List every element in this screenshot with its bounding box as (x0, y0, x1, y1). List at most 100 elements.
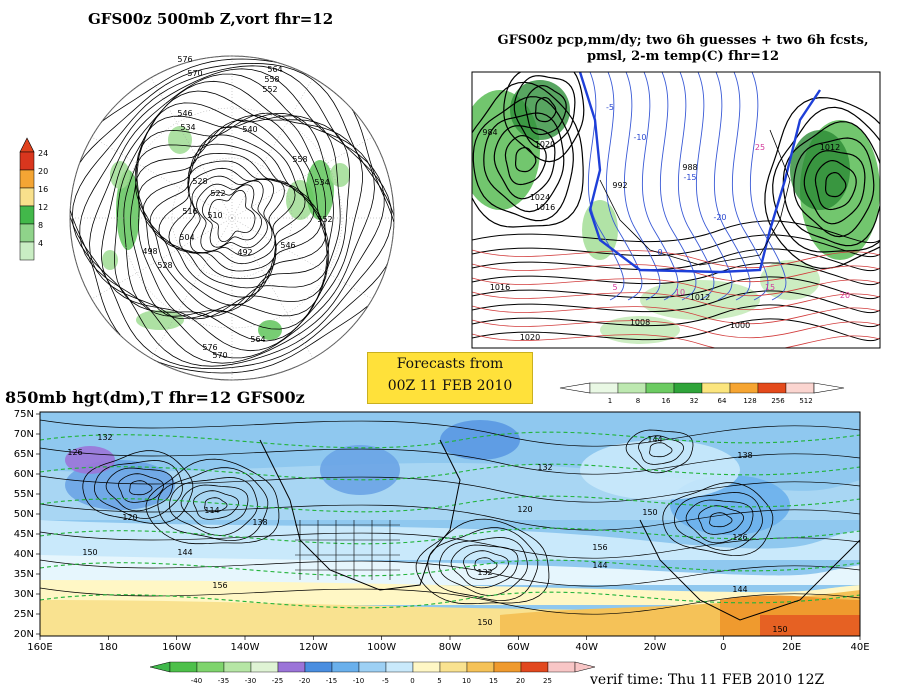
latitude-label: 75N (14, 409, 34, 420)
temperature-contour (677, 72, 715, 301)
temperature-contour (472, 249, 880, 269)
z500-title: GFS00z 500mb Z,vort fhr=12 (88, 10, 334, 28)
contour-label: 564 (250, 335, 265, 344)
temperature-contour (40, 463, 860, 481)
coastline (639, 519, 860, 621)
height-contour (196, 180, 268, 252)
height-contour (40, 503, 860, 531)
isobar (472, 290, 880, 314)
contour-label: 150 (642, 508, 657, 517)
isobar-label: 988 (682, 163, 697, 172)
temperature-label: 15 (765, 283, 775, 292)
height-contour (130, 112, 334, 320)
height-contour (201, 184, 263, 248)
colorbar-arrow (19, 137, 35, 153)
coastline (599, 129, 791, 266)
colorbar-label: 0 (410, 677, 414, 685)
contour-label: 126 (67, 448, 82, 457)
isobar-label: 1020 (520, 333, 540, 342)
isobar (472, 81, 584, 228)
isobar (472, 318, 880, 342)
precip-title: GFS00z pcp,mm/dy; two 6h guesses + two 6… (478, 33, 888, 65)
height-contour (158, 152, 306, 280)
precip-area (760, 260, 820, 300)
contour-label: 516 (182, 207, 197, 216)
isobar-label: 1024 (530, 193, 550, 202)
contour-label: 570 (187, 69, 202, 78)
colorbar-label: -15 (326, 677, 337, 685)
temperature-pool (440, 420, 520, 460)
freezing-line (578, 72, 821, 274)
forecast-box: Forecasts from 00Z 11 FEB 2010 (367, 352, 533, 404)
h850-colorbar: -40 -35 -30 -25 -20 -15 -10 -5 0 5 10 15 20 25 (149, 661, 596, 685)
temperature-label: -15 (683, 173, 696, 182)
colorbar-label: 4 (38, 239, 43, 248)
vorticity-area (168, 126, 192, 154)
vorticity-area (116, 170, 140, 250)
height-contour (142, 134, 322, 298)
colorbar-label: -35 (218, 677, 229, 685)
temperature-band (40, 555, 860, 585)
isobar-label: 1012 (820, 143, 840, 152)
longitude-label: 160E (27, 642, 52, 653)
temperature-label: -5 (606, 103, 614, 112)
temperature-label: 0 (657, 248, 662, 257)
vorticity-area (102, 250, 118, 270)
contour-label: 132 (477, 568, 492, 577)
colorbar-label: 8 (38, 221, 43, 230)
colorbar-arrow (813, 382, 845, 394)
contour-label: 150 (772, 625, 787, 634)
height-contour (208, 189, 256, 243)
colorbar-label: 8 (636, 397, 640, 405)
colorbar-swatch (412, 661, 441, 673)
temperature-contour (713, 72, 751, 301)
isobar (535, 97, 557, 123)
isobar (483, 112, 565, 213)
height-contour (427, 527, 539, 602)
precip-area (790, 130, 850, 210)
height-contour (649, 442, 673, 458)
vorticity-area (258, 320, 282, 340)
longitude-label: 160W (162, 642, 191, 653)
coastline (259, 439, 461, 591)
vorticity-area (306, 160, 334, 220)
isobar (513, 75, 576, 150)
isobar (503, 72, 585, 163)
temperature-contour (472, 305, 880, 325)
colorbar-arrow (149, 661, 171, 673)
colorbar-swatch (304, 661, 333, 673)
colorbar-label: 25 (543, 677, 552, 685)
isobar-label: 992 (612, 181, 627, 190)
temperature-pool (760, 615, 860, 636)
temperature-pool (320, 445, 400, 495)
precip-area (510, 80, 570, 140)
colorbar-swatch (169, 661, 198, 673)
colorbar-swatch (250, 661, 279, 673)
contour-label: 114 (204, 506, 219, 515)
colorbar-label: 15 (489, 677, 498, 685)
latitude-label: 35N (14, 569, 34, 580)
z500-colorbar: 24 20 16 12 8 4 (19, 137, 48, 261)
colorbar-swatch (385, 661, 414, 673)
height-contour (105, 467, 174, 512)
colorbar-swatch (439, 661, 468, 673)
isobar-label: 1016 (490, 283, 510, 292)
latitude-label: 40N (14, 549, 34, 560)
temperature-contour (731, 72, 769, 301)
latitude-label: 20N (14, 629, 34, 640)
longitude-label: 40W (575, 642, 598, 653)
forecast-line1: Forecasts from (396, 356, 504, 372)
height-contour (157, 467, 269, 542)
colorbar-swatch (547, 661, 576, 673)
latitude-label: 55N (14, 489, 34, 500)
isobar (793, 137, 875, 238)
temperature-contour (40, 591, 860, 609)
height-contour (145, 458, 280, 545)
latitude-label: 25N (14, 609, 34, 620)
colorbar-label: 512 (799, 397, 812, 405)
temperature-label: -10 (633, 133, 646, 142)
contour-label: 492 (237, 248, 252, 257)
height-contour (40, 447, 860, 475)
meridian (91, 136, 233, 219)
